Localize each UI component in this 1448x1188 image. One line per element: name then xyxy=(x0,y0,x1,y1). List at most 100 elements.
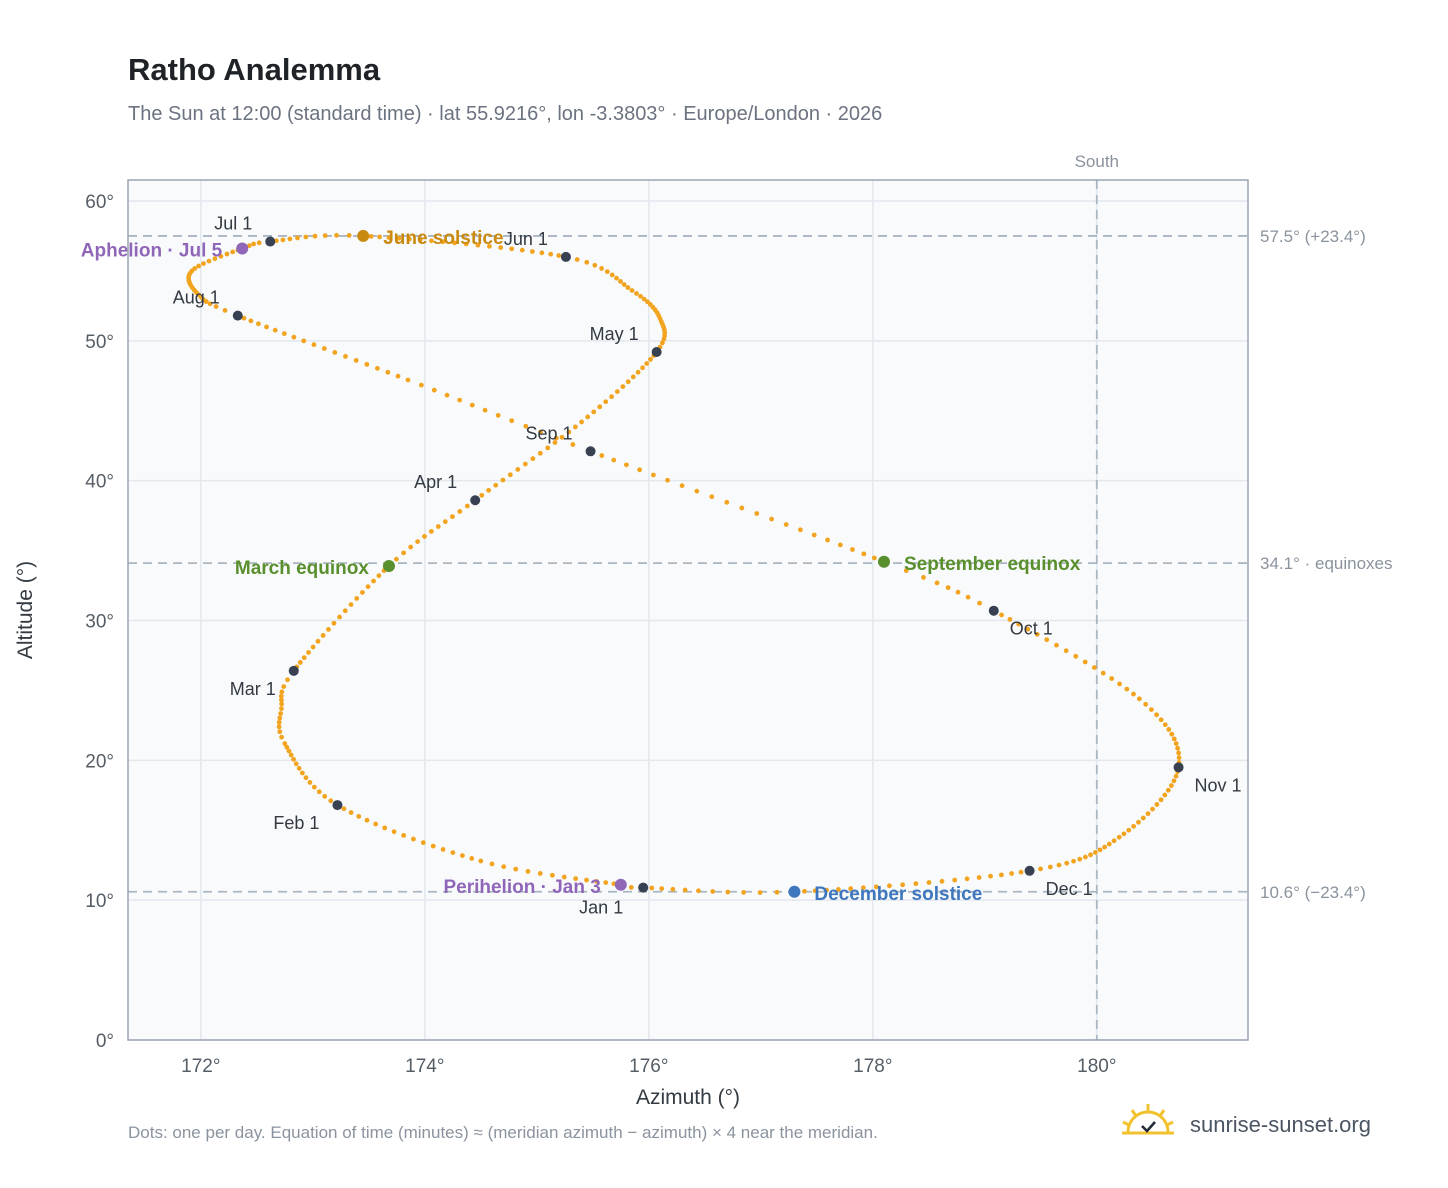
daily-sun-dot xyxy=(1018,869,1024,875)
daily-sun-dot xyxy=(489,861,495,867)
daily-sun-dot xyxy=(291,756,297,762)
daily-sun-dot xyxy=(408,544,414,550)
daily-sun-dot xyxy=(297,660,303,665)
daily-sun-dot xyxy=(624,462,629,468)
daily-sun-dot xyxy=(1175,745,1181,751)
daily-sun-dot xyxy=(939,878,945,884)
month-marker-dot xyxy=(470,495,481,506)
daily-sun-dot xyxy=(222,307,228,313)
daily-sun-dot xyxy=(649,885,655,891)
daily-sun-dot xyxy=(287,236,293,242)
daily-sun-dot xyxy=(648,357,653,362)
month-marker-dot xyxy=(638,882,649,893)
daily-sun-dot xyxy=(326,626,331,632)
daily-sun-dot xyxy=(592,262,598,268)
daily-sun-dot xyxy=(1082,659,1088,665)
daily-sun-dot xyxy=(774,889,780,895)
daily-sun-dot xyxy=(373,821,379,827)
brand-logo[interactable]: sunrise-sunset.org xyxy=(1120,1102,1400,1146)
daily-sun-dot xyxy=(322,233,328,239)
daily-sun-dot xyxy=(301,338,307,344)
daily-sun-dot xyxy=(495,412,501,418)
daily-sun-dot xyxy=(342,608,348,614)
daily-sun-dot xyxy=(301,655,307,661)
reference-line-label: 10.6° (−23.4°) xyxy=(1260,883,1366,902)
daily-sun-dot xyxy=(442,519,448,525)
daily-sun-dot xyxy=(965,594,971,600)
month-marker-label: Apr 1 xyxy=(414,472,457,492)
daily-sun-dot xyxy=(988,873,993,879)
daily-sun-dot xyxy=(620,384,626,390)
daily-sun-dot xyxy=(597,404,603,410)
daily-sun-dot xyxy=(478,858,484,864)
daily-sun-dot xyxy=(645,299,650,305)
daily-sun-dot xyxy=(537,450,543,456)
daily-sun-dot xyxy=(797,527,803,533)
daily-sun-dot xyxy=(609,394,614,400)
daily-sun-dot xyxy=(903,568,909,573)
daily-sun-dot xyxy=(393,556,399,562)
daily-sun-dot xyxy=(618,278,623,284)
daily-sun-dot xyxy=(341,806,347,812)
daily-sun-dot xyxy=(464,503,470,509)
daily-sun-dot xyxy=(1088,852,1093,858)
daily-sun-dot xyxy=(1124,686,1130,692)
daily-sun-dot xyxy=(278,711,284,716)
daily-sun-dot xyxy=(1111,838,1117,844)
daily-sun-dot xyxy=(501,864,507,870)
daily-sun-dot xyxy=(1165,787,1171,793)
daily-sun-dot xyxy=(256,321,261,327)
event-marker-dot xyxy=(382,559,395,572)
daily-sun-dot xyxy=(665,477,670,483)
daily-sun-dot xyxy=(213,304,219,309)
daily-sun-dot xyxy=(418,382,424,388)
plot-frame xyxy=(127,179,1249,1041)
month-marker-dot xyxy=(585,446,596,457)
daily-sun-dot xyxy=(509,418,515,424)
x-tick-label: 178° xyxy=(853,1056,892,1077)
event-marker-dot xyxy=(788,885,801,898)
daily-sun-dot xyxy=(1136,819,1141,825)
daily-sun-dot xyxy=(999,872,1004,878)
daily-sun-dot xyxy=(295,235,300,241)
daily-sun-dot xyxy=(475,242,481,248)
daily-sun-dot xyxy=(469,856,475,861)
daily-sun-dot xyxy=(1173,741,1179,746)
daily-sun-dot xyxy=(218,253,224,259)
daily-sun-dot xyxy=(405,377,411,383)
daily-sun-dot xyxy=(463,241,469,247)
x-tick-label: 174° xyxy=(405,1056,444,1077)
chart-subtitle: The Sun at 12:00 (standard time) · lat 5… xyxy=(128,103,883,125)
daily-sun-dot xyxy=(1097,847,1103,853)
daily-sun-dot xyxy=(999,612,1004,618)
y-axis-label: Altitude (°) xyxy=(14,561,37,659)
daily-sun-dot xyxy=(430,843,436,849)
daily-sun-dot xyxy=(694,488,700,494)
daily-sun-dot xyxy=(1038,866,1043,872)
daily-sun-dot xyxy=(406,236,412,242)
daily-sun-dot xyxy=(1082,854,1088,860)
daily-sun-dot xyxy=(1176,750,1181,756)
daily-sun-dot xyxy=(320,633,326,638)
daily-sun-dot xyxy=(538,429,544,435)
daily-sun-dot xyxy=(873,884,879,890)
daily-sun-dot xyxy=(572,424,578,430)
daily-sun-dot xyxy=(1158,797,1164,803)
month-marker-dot xyxy=(651,347,662,357)
daily-sun-dot xyxy=(594,878,599,884)
daily-sun-dot xyxy=(523,423,529,429)
y-tick-label: 60° xyxy=(85,192,114,213)
reference-line-label: 34.1° · equinoxes xyxy=(1260,554,1393,573)
daily-sun-dot xyxy=(630,374,636,380)
daily-sun-dot xyxy=(638,293,643,299)
daily-sun-dot xyxy=(334,232,339,238)
axes: 172° 174° 176° 178° 180° 0° 10° 20° 30° 40° 50° 60°… xyxy=(14,192,1116,1109)
daily-sun-dot xyxy=(311,342,317,348)
daily-sun-dot xyxy=(659,886,665,891)
daily-sun-dot xyxy=(739,505,745,511)
daily-sun-dot xyxy=(1117,681,1122,687)
daily-sun-dot xyxy=(561,874,567,880)
daily-sun-dot xyxy=(559,434,565,440)
daily-sun-dot xyxy=(328,798,334,804)
daily-sun-dot xyxy=(573,876,579,882)
